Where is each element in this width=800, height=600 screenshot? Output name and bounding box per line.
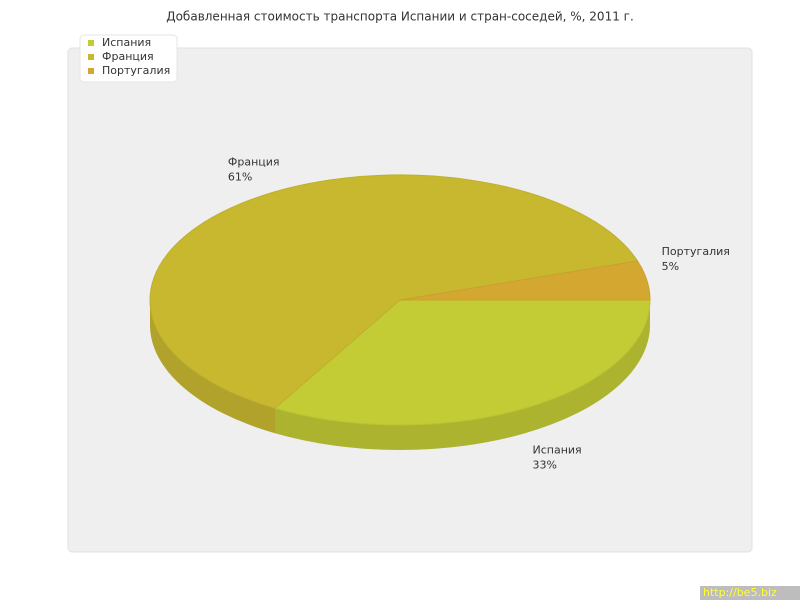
legend-label: Португалия bbox=[102, 64, 170, 77]
slice bbox=[399, 260, 651, 301]
slice-label: Испания bbox=[533, 444, 582, 457]
slice bbox=[273, 299, 651, 426]
slice-side bbox=[150, 300, 275, 434]
legend-swatch bbox=[88, 54, 94, 60]
legend-label: Франция bbox=[102, 50, 154, 63]
watermark-bg bbox=[700, 586, 800, 600]
slice-value-label: 33% bbox=[533, 459, 557, 472]
slice-label: Франция bbox=[228, 155, 280, 168]
slice-value-label: 5% bbox=[662, 260, 679, 273]
legend-swatch bbox=[88, 68, 94, 74]
legend bbox=[79, 34, 178, 83]
slice-label: Португалия bbox=[662, 245, 730, 258]
slice bbox=[149, 174, 639, 409]
legend-swatch bbox=[88, 40, 94, 46]
slice-value-label: 61% bbox=[228, 170, 252, 183]
watermark: http://be5.biz bbox=[703, 586, 777, 599]
slice-side bbox=[275, 300, 651, 451]
chart-title: Добавленная стоимость транспорта Испании… bbox=[166, 10, 634, 24]
legend-label: Испания bbox=[102, 36, 151, 49]
